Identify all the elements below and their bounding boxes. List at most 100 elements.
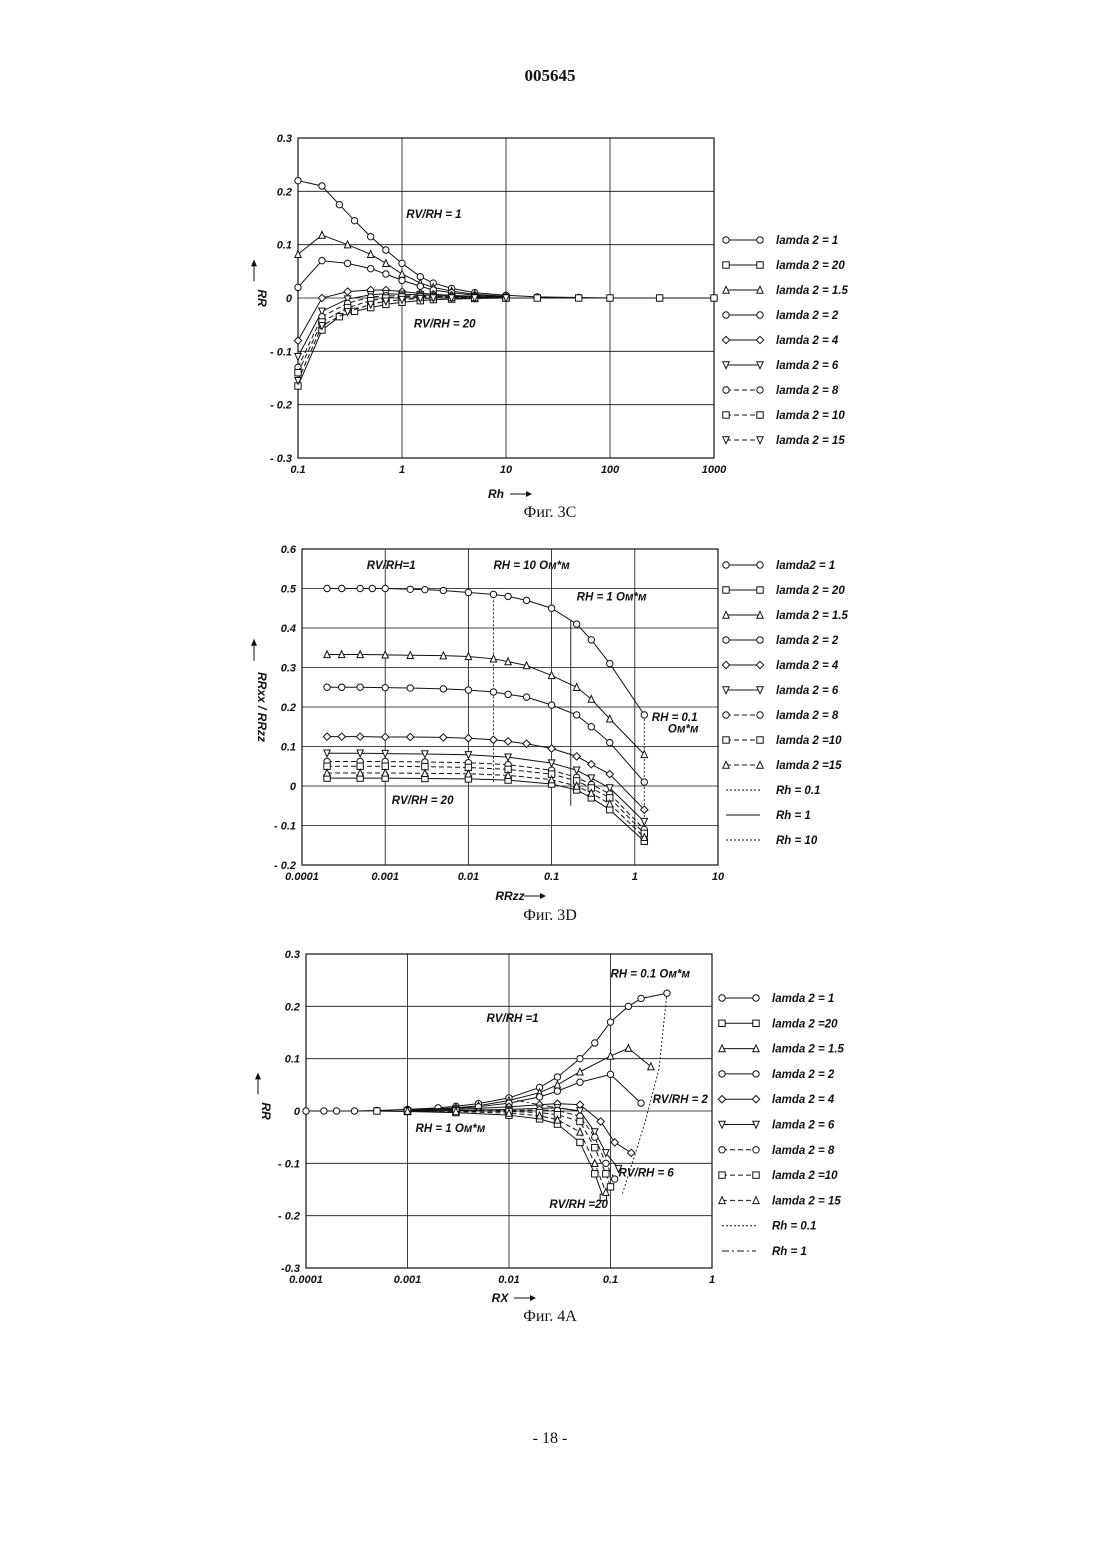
data-point [573, 621, 579, 627]
data-point [612, 1176, 618, 1182]
data-point [554, 1088, 560, 1094]
data-point [534, 295, 540, 301]
data-point [505, 691, 511, 697]
legend-marker [719, 995, 725, 1001]
legend-label: Rh = 1 [776, 810, 811, 822]
y-axis-arrowhead [251, 639, 257, 646]
y-tick-label: 0.6 [281, 544, 297, 556]
legend-marker [723, 237, 729, 243]
y-tick-label: - 0.2 [278, 1211, 300, 1223]
figure-4a-chart: 0.00010.0010.010.11-0.3- 0.2- 0.100.10.2… [0, 942, 1100, 1312]
series-line [327, 687, 644, 782]
figure-3c-chart: 0.11101001000- 0.3- 0.2- 0.100.10.20.3Rh… [0, 128, 1100, 528]
legend-marker [723, 387, 729, 393]
x-axis-arrowhead [540, 893, 546, 899]
data-point [573, 767, 579, 774]
data-point [577, 1055, 583, 1061]
page-footer: - 18 - [0, 1430, 1100, 1448]
data-point [383, 271, 389, 277]
legend-marker [722, 661, 729, 668]
x-tick-label: 0.1 [603, 1274, 618, 1286]
legend-marker [723, 562, 729, 568]
annotation-label: RH = 1 Ом*м [416, 1123, 486, 1135]
legend-marker [757, 237, 763, 243]
y-tick-label: - 0.2 [274, 860, 296, 872]
legend-marker [757, 412, 763, 418]
legend-marker [757, 262, 763, 268]
legend-label: Rh = 1 [772, 1246, 807, 1258]
data-point [465, 687, 471, 693]
annotation-label: RH = 10 Ом*м [493, 560, 570, 572]
data-point [357, 684, 363, 690]
data-point [588, 724, 594, 730]
legend-marker [723, 262, 729, 268]
series-group [374, 1108, 607, 1201]
y-axis-label: RRxx / RRzz [255, 672, 269, 742]
annotation-label: RV/RH =20 [549, 1199, 608, 1211]
legend-label: lamda 2 = 2 [772, 1069, 835, 1081]
data-point [336, 201, 342, 207]
x-tick-label: 0.001 [394, 1274, 422, 1286]
data-point [295, 177, 301, 183]
data-point [383, 247, 389, 253]
series-group [324, 651, 648, 758]
series-group [324, 758, 648, 832]
legend-label: lamda 2 = 10 [776, 410, 845, 422]
data-point [577, 1118, 583, 1124]
data-point [575, 295, 581, 301]
legend-label: Rh = 10 [776, 835, 818, 847]
data-point [338, 585, 344, 591]
legend-marker [757, 761, 763, 768]
series-line [327, 589, 644, 715]
y-tick-label: 0.3 [281, 663, 296, 675]
legend-marker [757, 437, 763, 444]
series-group [324, 585, 648, 718]
data-point [628, 1149, 635, 1156]
data-point [607, 739, 613, 745]
y-tick-label: 0.5 [281, 584, 297, 596]
data-point [490, 591, 496, 597]
legend-label: lamda 2 = 6 [776, 685, 839, 697]
y-tick-label: - 0.1 [270, 346, 292, 358]
data-point [548, 745, 555, 752]
data-point [407, 733, 414, 740]
data-point [638, 995, 644, 1001]
legend-label: lamda 2 = 2 [776, 310, 839, 322]
data-point [592, 1134, 598, 1140]
legend-label: lamda 2 = 1.5 [776, 285, 849, 297]
data-point [295, 284, 301, 290]
data-point [641, 712, 647, 718]
data-point [357, 585, 363, 591]
x-tick-label: 100 [601, 464, 620, 476]
data-point [648, 1063, 654, 1070]
legend-marker [757, 712, 763, 718]
data-point [324, 684, 330, 690]
data-point [382, 684, 388, 690]
series-group [303, 990, 670, 1114]
data-point [351, 217, 357, 223]
y-tick-label: - 0.3 [270, 453, 292, 465]
data-point [440, 734, 447, 741]
legend-label: lamda 2 = 1.5 [776, 610, 849, 622]
data-point [573, 712, 579, 718]
series-line [327, 737, 644, 810]
data-point [399, 277, 405, 283]
legend-label: lamda2 = 1 [776, 560, 835, 572]
x-tick-label: 0.1 [290, 464, 305, 476]
series-line [327, 773, 644, 837]
y-axis-label: RR [255, 289, 269, 307]
data-point [319, 257, 325, 263]
data-point [523, 694, 529, 700]
legend-marker [757, 387, 763, 393]
legend-marker [757, 637, 763, 643]
data-point [577, 1068, 583, 1075]
data-point [603, 1160, 609, 1166]
data-point [318, 294, 325, 301]
data-point [577, 1128, 583, 1135]
legend-marker [752, 1096, 759, 1103]
data-point [641, 779, 647, 785]
data-point [607, 1019, 613, 1025]
data-point [344, 260, 350, 266]
series-line [408, 1108, 619, 1169]
series-group [324, 775, 648, 845]
